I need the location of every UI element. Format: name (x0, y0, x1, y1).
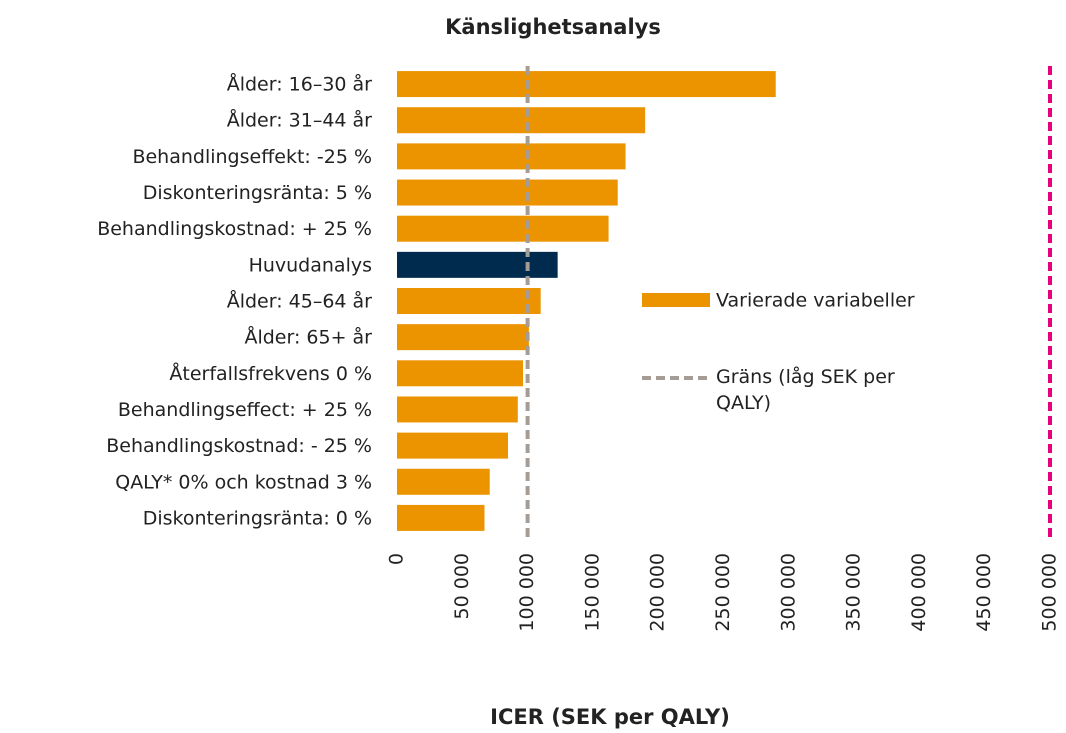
bar (397, 360, 524, 387)
bar (397, 504, 485, 531)
x-tick-label: 150 000 (581, 553, 603, 632)
x-tick-label: 450 000 (973, 553, 995, 632)
x-tick-label: 50 000 (451, 553, 473, 619)
y-tick-label: Återfallsfrekvens 0 % (169, 362, 372, 385)
y-tick-label: Behandlingseffect: + 25 % (118, 399, 372, 421)
legend-text: Gräns (låg SEK per QALY) (716, 366, 895, 414)
x-tick-label: 400 000 (908, 553, 930, 632)
x-tick-label: 300 000 (777, 553, 799, 632)
bar (397, 396, 518, 423)
bar (397, 432, 509, 459)
y-tick-label: QALY* 0% och kostnad 3 % (115, 471, 372, 493)
y-tick-label: Behandlingskostnad: + 25 % (97, 218, 372, 240)
legend-label: Varierade variabeller (716, 290, 915, 312)
y-tick-label: Ålder: 16–30 år (227, 73, 372, 96)
y-tick-label: Ålder: 65+ år (244, 326, 372, 349)
x-tick-label: 250 000 (712, 553, 734, 632)
legend-swatch (642, 293, 710, 307)
bar (397, 71, 776, 98)
x-tick-label: 350 000 (843, 553, 865, 632)
y-tick-label: Behandlingseffekt: -25 % (132, 146, 372, 168)
bar (397, 143, 626, 170)
y-tick-label: Huvudanalys (249, 254, 372, 276)
x-tick-label: 500 000 (1039, 553, 1061, 632)
x-axis-label: ICER (SEK per QALY) (490, 705, 730, 729)
bar (397, 468, 490, 495)
bar (397, 107, 646, 134)
x-tick-label: 100 000 (516, 553, 538, 632)
bar (397, 179, 618, 206)
x-tick-label: 0 (386, 553, 408, 565)
y-tick-label: Behandlingskostnad: - 25 % (106, 435, 372, 457)
y-tick-label: Ålder: 45–64 år (227, 290, 372, 313)
legend-label: Gräns (låg SEK per QALY) (716, 366, 895, 414)
chart-title: Känslighetsanalys (445, 15, 661, 39)
bar (397, 215, 609, 242)
bar (397, 288, 541, 314)
y-tick-label: Diskonteringsränta: 0 % (143, 507, 372, 529)
x-tick-label: 200 000 (647, 553, 669, 632)
y-tick-label: Diskonteringsränta: 5 % (143, 182, 372, 204)
y-tick-label: Ålder: 31–44 år (227, 109, 372, 132)
bar (397, 251, 558, 278)
bar (397, 324, 529, 351)
